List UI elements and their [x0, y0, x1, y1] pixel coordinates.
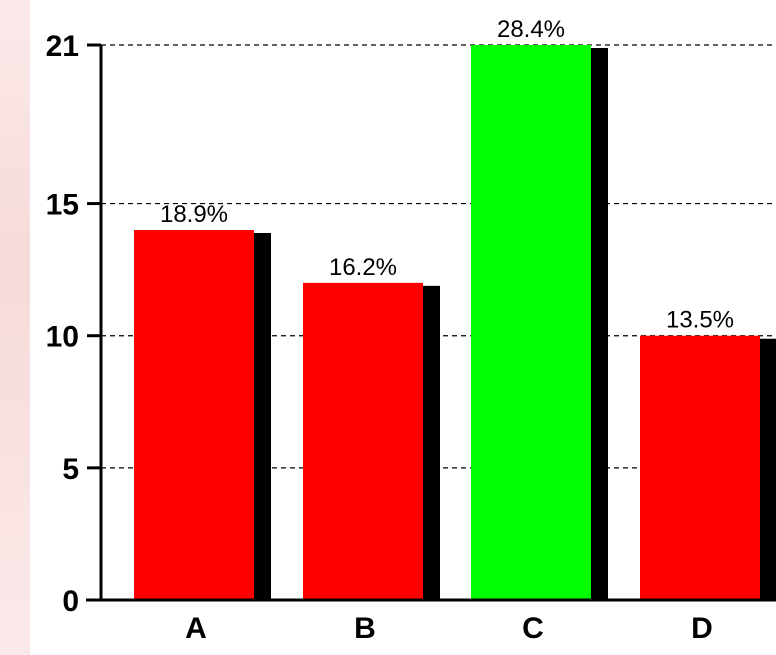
bar-shadow-B [423, 285, 440, 600]
bar-A [134, 230, 254, 600]
category-label-A: A [185, 612, 207, 645]
bar-B [303, 282, 423, 600]
y-tick-label-5: 5 [62, 453, 79, 486]
y-tick-label-15: 15 [46, 189, 79, 222]
background-strip [0, 0, 30, 655]
bar-shadow-C [591, 48, 608, 600]
category-label-C: C [522, 612, 544, 645]
data-label-D: 13.5% [666, 307, 734, 334]
category-label-B: B [354, 612, 376, 645]
data-label-A: 18.9% [160, 201, 228, 228]
y-tick-label-21: 21 [46, 30, 79, 63]
bar-shadow-D [760, 338, 776, 600]
category-label-D: D [691, 612, 713, 645]
bars [134, 45, 776, 600]
bar-C [471, 45, 591, 600]
data-label-B: 16.2% [329, 254, 397, 281]
bar-D [640, 335, 760, 600]
axes [86, 45, 776, 602]
labels: 0 5 10 15 21 18.9% A 16.2% B 28.4% C 13.5% D [46, 16, 734, 645]
data-label-C: 28.4% [497, 16, 565, 43]
y-tick-label-0: 0 [62, 585, 79, 618]
y-tick-label-10: 10 [46, 321, 79, 354]
bar-shadow-A [254, 233, 271, 600]
